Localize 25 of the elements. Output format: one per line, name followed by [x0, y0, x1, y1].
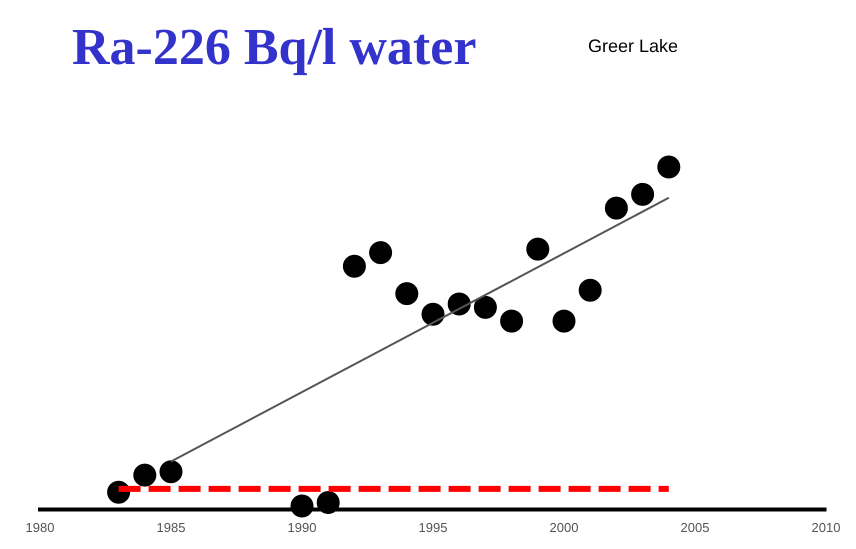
chart-title: Ra-226 Bq/l water [72, 18, 476, 77]
point [474, 296, 497, 319]
point [657, 155, 680, 178]
point [160, 460, 182, 484]
point [369, 241, 392, 264]
x-tick-label: 2000 [550, 520, 578, 535]
x-tick-label: 1995 [418, 520, 448, 535]
chart-subtitle: Greer Lake [588, 36, 678, 57]
point [631, 182, 654, 206]
point [290, 494, 314, 518]
x-tick-label: 1980 [26, 520, 54, 535]
point [526, 238, 550, 261]
x-tick-label: 2010 [812, 520, 840, 535]
point [422, 302, 444, 326]
x-tick-label: 1985 [156, 520, 186, 535]
point [604, 196, 628, 220]
point [316, 491, 340, 514]
point [395, 282, 418, 306]
point [578, 278, 602, 302]
point [552, 310, 576, 333]
x-tick-label: 1990 [288, 520, 316, 535]
x-tick-label: 2005 [680, 520, 710, 535]
point [133, 464, 156, 487]
point [342, 254, 366, 278]
point [500, 310, 524, 333]
